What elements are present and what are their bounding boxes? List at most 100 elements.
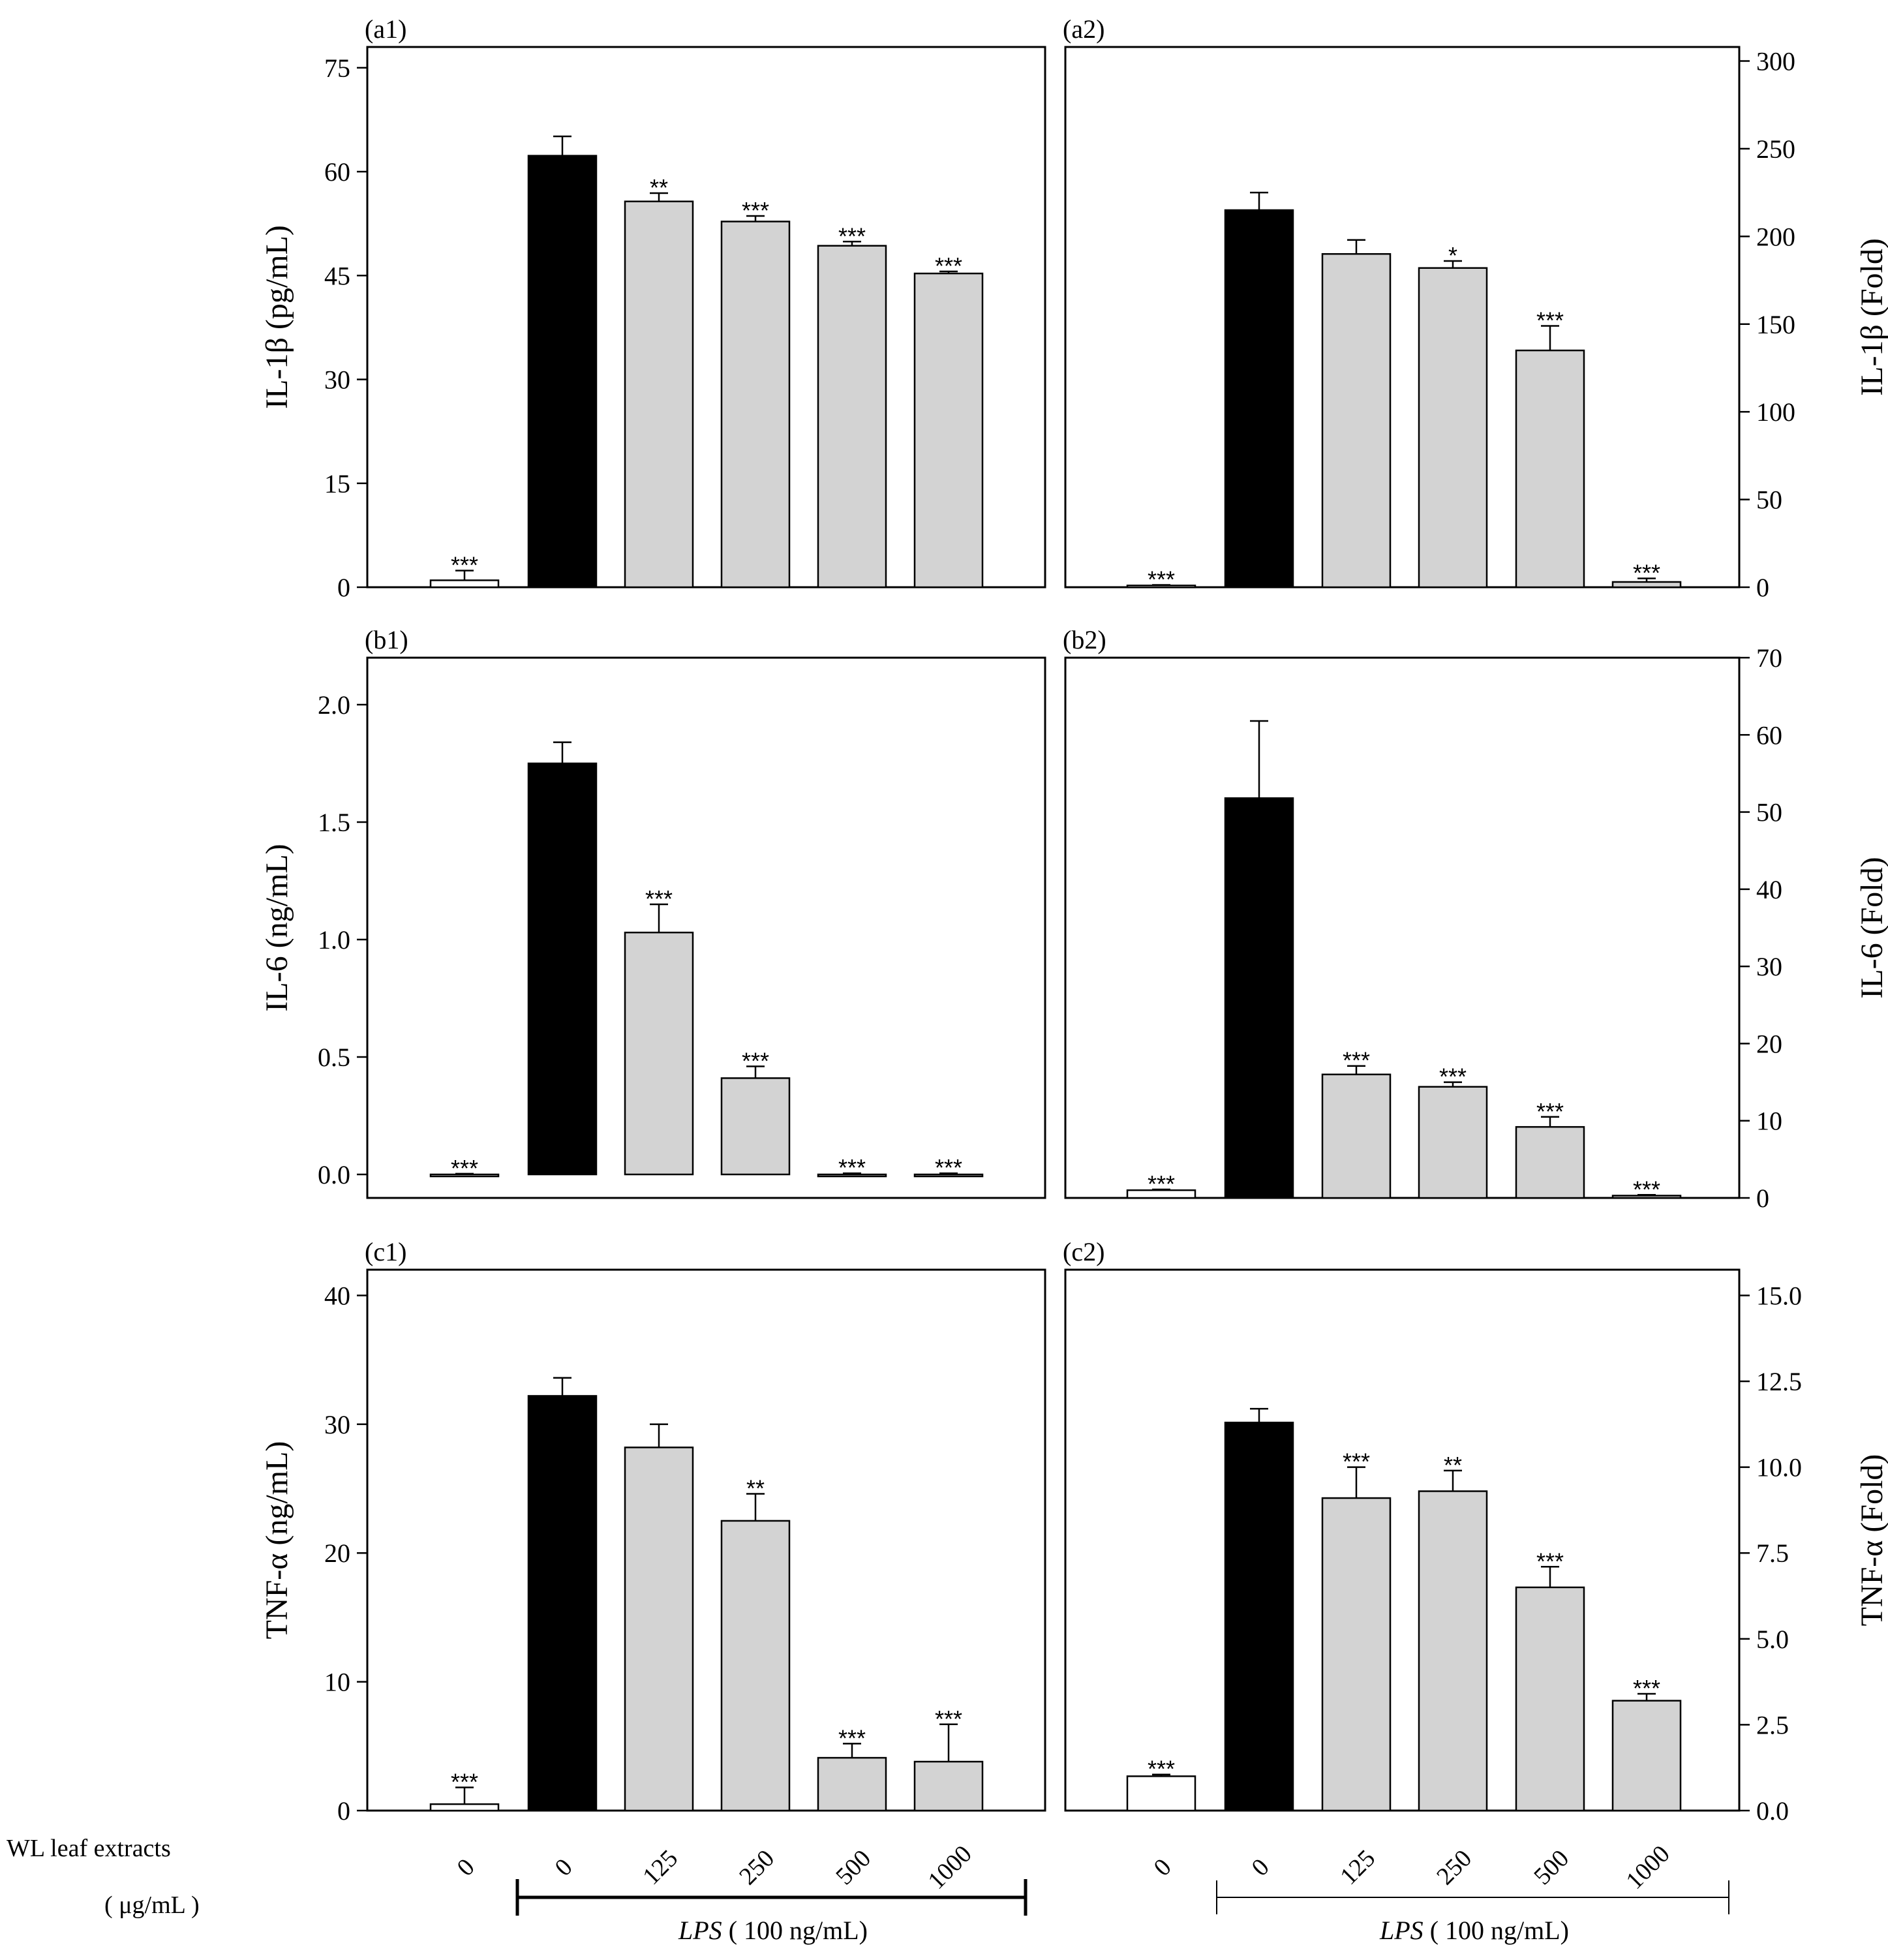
x-category-label: 0 [452,1854,480,1882]
significance-label: *** [451,1155,478,1182]
y-tick-label: 50 [1756,798,1782,827]
x-category-label: 1000 [922,1840,977,1894]
y-tick-label: 40 [1756,875,1782,904]
x-row-label: WL leaf extracts [7,1835,171,1862]
bar [720,1077,791,1176]
significance-label: *** [1536,1098,1564,1125]
y-tick-label: 7.5 [1756,1539,1789,1568]
significance-label: *** [935,1706,962,1732]
significance-label: *** [1148,566,1175,593]
lps-label: LPS ( 100 ng/mL) [678,1916,868,1945]
plot-frame [1064,1268,1741,1812]
y-tick-label: 70 [1756,643,1782,673]
bar [913,272,984,589]
significance-label: *** [1633,1176,1660,1202]
plot-frame [1064,46,1741,589]
bar [720,221,791,589]
y-tick-label: 0.0 [318,1160,350,1189]
bar [1224,797,1294,1199]
x-category-label: 250 [1431,1845,1477,1890]
significance-label: *** [1633,1675,1660,1702]
x-category-label: 0 [1149,1854,1177,1882]
chart-panel-b2: (b2) 0 10 20 30 40 50 60 70 IL-6 (Fold) *** *** *** *… [1063,625,1888,1213]
y-axis-label: TNF-α (ng/mL) [260,1441,294,1640]
significance-label: ** [650,174,668,201]
bar [1418,1086,1488,1199]
x-category-label: 250 [734,1845,780,1890]
significance-label: *** [451,1768,478,1795]
y-tick-label: 60 [1756,720,1782,750]
y-tick-label: 10 [1756,1107,1782,1136]
y-tick-label: 1.0 [318,925,350,955]
bar [624,1447,694,1812]
significance-label: *** [1439,1064,1467,1090]
significance-label: *** [1148,1171,1175,1197]
significance-label: * [1448,242,1457,269]
y-tick-label: 0 [1756,573,1769,602]
significance-label: *** [1343,1047,1370,1074]
bar [624,200,694,589]
significance-label: *** [1148,1756,1175,1783]
bar [817,245,887,589]
bar [1126,1775,1196,1812]
bar [624,931,694,1176]
significance-label: *** [1343,1448,1370,1475]
chart-panel-c2: (c2) 0.0 2.5 5.0 7.5 10.0 12.5 15.0 TNF-α (Fold)… [1063,1237,1888,1826]
x-category-label: 0 [1247,1854,1275,1882]
bar [1515,1125,1585,1199]
significance-label: ** [1444,1452,1462,1478]
y-tick-label: 45 [324,261,350,290]
y-tick-label: 0 [337,1796,350,1826]
significance-label: *** [1536,307,1564,333]
plot-frame [366,46,1046,589]
bar [1418,1490,1488,1812]
x-category-label: 500 [1529,1845,1574,1890]
bar [817,1756,887,1812]
y-tick-label: 150 [1756,310,1795,339]
significance-label: *** [1633,560,1660,587]
bar [1224,209,1294,589]
chart-panel-b1: (b1) 0.0 0.5 1.0 1.5 2.0 IL-6 (ng/mL) *** *** ***… [260,625,1046,1199]
significance-label: *** [1536,1548,1564,1574]
y-tick-label: 15 [324,469,350,498]
significance-label: *** [645,885,673,912]
y-tick-label: 20 [1756,1029,1782,1058]
y-tick-label: 50 [1756,485,1782,515]
bar [1515,1586,1585,1812]
y-axis-label: IL-1β (Fold) [1855,238,1888,396]
bar [1321,1497,1392,1812]
significance-label: *** [935,253,962,279]
y-tick-label: 15.0 [1756,1281,1802,1310]
y-tick-label: 0.0 [1756,1796,1789,1826]
y-tick-label: 300 [1756,47,1795,76]
significance-label: *** [838,222,866,249]
panel-label: (a1) [365,14,406,44]
y-tick-label: 250 [1756,134,1795,164]
significance-label: *** [838,1724,866,1751]
significance-label: ** [746,1475,765,1501]
y-tick-label: 5.0 [1756,1625,1789,1654]
panel-label: (a2) [1063,14,1104,44]
y-axis-label: IL-1β (pg/mL) [260,225,294,409]
panel-label: (b2) [1063,625,1106,654]
y-tick-label: 10.0 [1756,1453,1802,1482]
y-tick-label: 2.5 [1756,1710,1789,1739]
lps-label: LPS ( 100 ng/mL) [1379,1916,1569,1945]
panel-label: (b1) [365,625,408,654]
y-tick-label: 100 [1756,397,1795,427]
significance-label: *** [742,1047,769,1074]
plot-frame [366,656,1046,1199]
bar [527,155,598,589]
y-tick-label: 12.5 [1756,1367,1802,1396]
bar [527,1395,598,1812]
panel-label: (c2) [1063,1237,1104,1266]
y-tick-label: 2.0 [318,690,350,720]
y-tick-label: 1.5 [318,808,350,837]
y-axis-label: IL-6 (ng/mL) [260,844,294,1011]
y-axis-label: TNF-α (Fold) [1855,1454,1888,1627]
significance-label: *** [935,1154,962,1181]
bar [1515,349,1585,589]
plot-frame [1064,656,1741,1199]
